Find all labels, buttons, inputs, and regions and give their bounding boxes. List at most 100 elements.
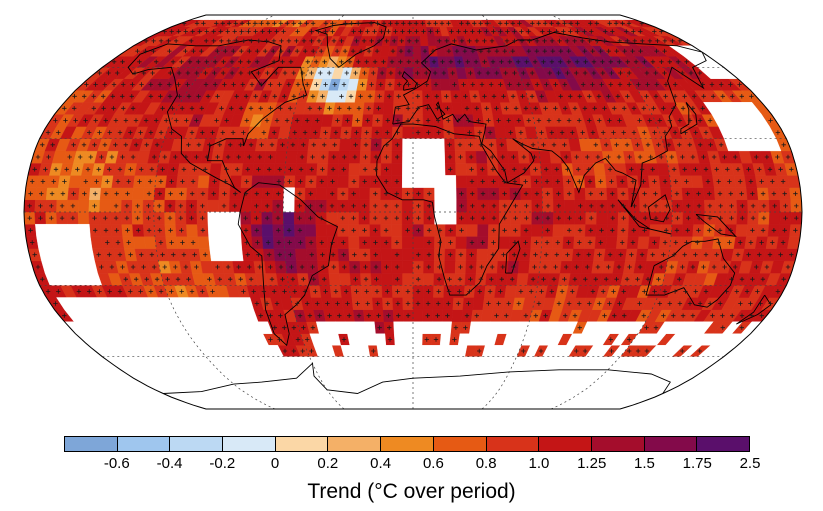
trend-cell: [67, 224, 80, 237]
trend-cell: [200, 260, 214, 274]
trend-cell: [423, 150, 435, 164]
trend-cell: [209, 248, 223, 262]
trend-cell: [401, 236, 414, 249]
trend-cell: [412, 345, 423, 357]
trend-cell: [274, 150, 288, 164]
trend-cell: [445, 187, 457, 200]
trend-cell: [400, 15, 408, 20]
trend-cell: [364, 321, 376, 334]
trend-cell: [304, 224, 317, 237]
trend-cell: [402, 126, 414, 139]
colorbar-tick-label: 0.4: [370, 455, 392, 472]
trend-cell: [404, 367, 414, 379]
trend-cell: [251, 175, 264, 188]
trend-cell: [402, 248, 414, 262]
trend-cell: [453, 126, 466, 139]
colorbar-swatch: [223, 437, 276, 451]
trend-cell: [404, 378, 414, 389]
trend-cell: [348, 236, 360, 249]
trend-cell: [133, 236, 146, 249]
trend-cell: [455, 236, 468, 249]
trend-cell: [328, 272, 341, 286]
trend-cell: [365, 333, 378, 346]
trend-cell: [207, 211, 220, 225]
trend-cell: [358, 187, 371, 200]
colorbar-tick-label: 1.75: [682, 455, 712, 472]
trend-cell: [99, 199, 112, 213]
trend-cell: [321, 114, 334, 127]
colorbar-swatch: [697, 437, 749, 451]
trend-cell: [394, 15, 402, 20]
trend-cell: [412, 309, 424, 322]
trend-cell: [402, 272, 414, 286]
trend-cell: [701, 236, 715, 249]
trend-cell: [68, 175, 82, 188]
trend-cell: [393, 321, 404, 334]
trend-cell: [531, 224, 543, 237]
trend-cell: [439, 78, 451, 91]
trend-cell: [412, 162, 424, 176]
trend-cell: [261, 224, 274, 237]
trend-cell: [412, 404, 420, 409]
trend-cell: [439, 333, 451, 346]
trend-cell: [428, 367, 438, 379]
trend-cell: [412, 175, 425, 188]
trend-cell: [90, 236, 104, 249]
trend-cell: [498, 236, 511, 249]
trend-cell: [283, 199, 295, 213]
trend-cell: [455, 162, 467, 176]
trend-cell: [419, 387, 428, 398]
trend-cell: [420, 35, 429, 46]
trend-cell: [207, 224, 220, 237]
trend-cell: [376, 345, 388, 357]
trend-cell: [440, 321, 452, 334]
trend-cell: [614, 162, 628, 176]
trend-cell: [455, 175, 468, 188]
trend-cell: [476, 248, 489, 262]
trend-cell: [35, 224, 48, 237]
trend-cell: [402, 199, 414, 213]
trend-cell: [348, 162, 361, 176]
trend-cell: [412, 333, 423, 346]
trend-cell: [390, 387, 400, 398]
trend-cell: [596, 211, 608, 225]
trend-cell: [412, 236, 425, 249]
trend-cell: [386, 356, 397, 368]
trend-cell: [197, 236, 210, 249]
trend-cell: [400, 404, 408, 409]
trend-cell: [295, 248, 308, 262]
trend-cell: [412, 138, 424, 152]
trend-cell: [412, 356, 422, 368]
trend-cell: [229, 236, 243, 249]
trend-cell: [444, 260, 456, 274]
colorbar-tick-label: 2.5: [739, 455, 761, 472]
trend-cell: [385, 345, 396, 357]
trend-cell: [563, 199, 576, 213]
trend-cell: [423, 162, 435, 176]
trend-cell: [262, 175, 275, 188]
trend-cell: [412, 367, 422, 379]
trend-cell: [412, 387, 421, 398]
world-trend-map: [23, 14, 803, 410]
trend-cell: [56, 224, 70, 237]
trend-cell: [57, 236, 71, 249]
trend-cell: [402, 150, 414, 164]
trend-cell: [208, 236, 221, 249]
trend-cell: [412, 150, 424, 164]
trend-cell: [735, 224, 748, 237]
trend-cell: [381, 272, 393, 286]
colorbar-tick-label: 0.2: [317, 455, 339, 472]
trend-cell: [402, 138, 414, 152]
trend-cell: [444, 175, 457, 188]
trend-cell: [412, 321, 423, 334]
colorbar-swatch: [486, 437, 540, 451]
trend-cell: [406, 396, 414, 405]
colorbar-tick-label: 1.0: [528, 455, 550, 472]
trend-cell: [380, 248, 393, 262]
trend-cell: [429, 356, 440, 368]
trend-cell: [382, 102, 394, 115]
trend-cell: [405, 387, 414, 398]
colorbar-swatch: [591, 437, 645, 451]
colorbar-swatch: [275, 437, 329, 451]
trend-cell: [420, 378, 429, 389]
